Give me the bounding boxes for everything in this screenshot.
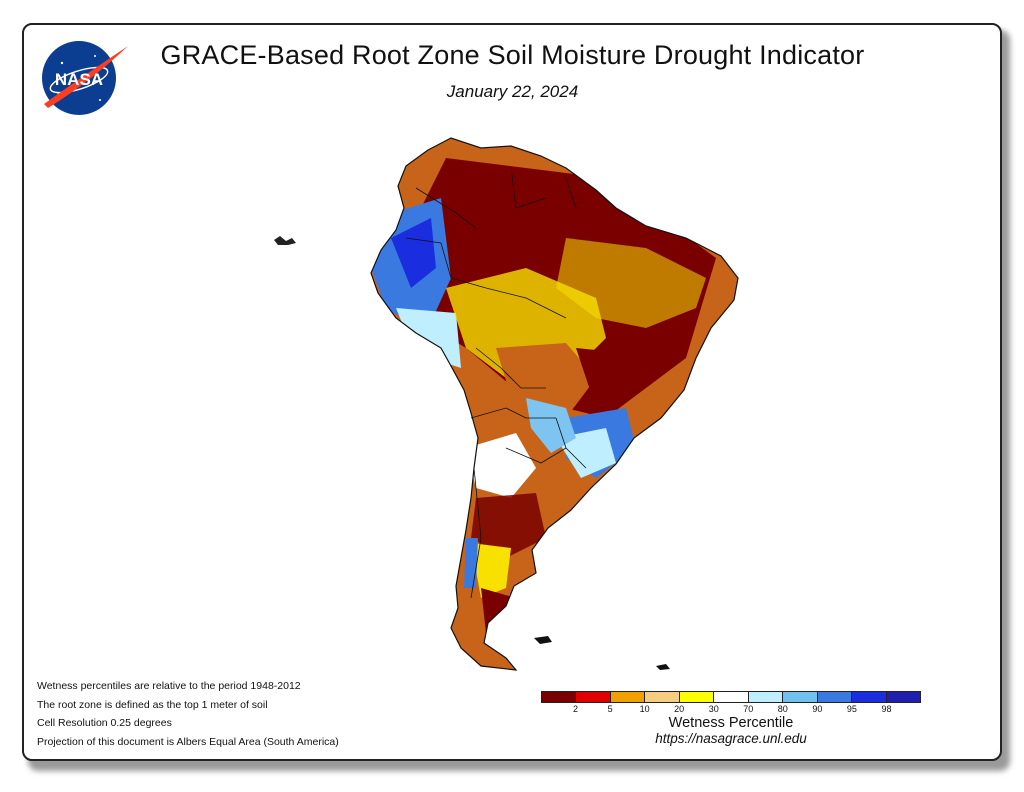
legend-tick-label: 80 — [777, 704, 788, 714]
map-date: January 22, 2024 — [446, 82, 579, 101]
south-america-map — [274, 137, 739, 671]
legend-swatch — [817, 692, 853, 702]
legend-tick-label: 20 — [674, 704, 685, 714]
wetness-legend: 2 5 10 20 30 70 80 90 95 98 Wetness Percentile — [541, 691, 921, 731]
note-period: Wetness percentiles are relative to the … — [37, 680, 301, 692]
legend-swatch — [748, 692, 784, 702]
source-url: https://nasagrace.unl.edu — [655, 731, 807, 746]
legend-swatch — [852, 692, 887, 702]
nasa-logo: NASA — [42, 41, 128, 115]
map-notes: Wetness percentiles are relative to the … — [37, 677, 339, 751]
legend-swatch — [783, 692, 818, 702]
legend-tick-label: 10 — [639, 704, 650, 714]
legend-swatch — [679, 692, 715, 702]
note-root-zone: The root zone is defined as the top 1 me… — [37, 698, 268, 711]
legend-swatch — [714, 692, 749, 702]
legend-swatch — [645, 692, 680, 702]
legend-swatch — [576, 692, 611, 702]
note-resolution: Cell Resolution 0.25 degrees — [37, 717, 172, 729]
legend-title: Wetness Percentile — [668, 715, 794, 731]
nasa-logo-text: NASA — [55, 70, 103, 89]
legend-tick-label: 70 — [743, 704, 754, 714]
galapagos-islands — [274, 236, 296, 245]
country-borders — [405, 167, 587, 599]
note-projection: Projection of this document is Albers Eq… — [37, 735, 339, 748]
legend-tick-labels: 2 5 10 20 30 70 80 90 95 98 — [541, 703, 921, 716]
continent-outline — [370, 137, 739, 671]
legend-tick-label: 95 — [846, 704, 857, 714]
legend-tick-label: 90 — [812, 704, 823, 714]
legend-color-bar — [541, 691, 921, 703]
falkland-islands — [534, 636, 552, 644]
legend-swatch — [610, 692, 646, 702]
legend-tick-label: 98 — [881, 704, 892, 714]
south-georgia-island — [656, 664, 670, 670]
legend-tick-label: 2 — [573, 704, 579, 714]
page-title: GRACE-Based Root Zone Soil Moisture Drou… — [160, 40, 865, 70]
legend-tick-label: 5 — [607, 704, 613, 714]
legend-swatch — [886, 692, 920, 702]
legend-tick-label: 30 — [708, 704, 719, 714]
legend-swatch — [542, 692, 577, 702]
